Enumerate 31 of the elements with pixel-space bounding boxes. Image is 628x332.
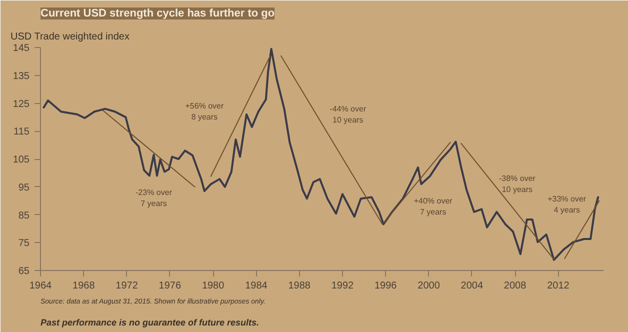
y-tick-label: 65 bbox=[18, 266, 30, 277]
annotation: -38% over 10 years bbox=[498, 174, 536, 194]
y-axis-title: USD Trade weighted index bbox=[10, 32, 130, 42]
x-tick-label: 1992 bbox=[331, 280, 354, 292]
y-tick-label: 125 bbox=[12, 98, 30, 110]
annotation: +56% over 8 years bbox=[185, 102, 224, 122]
x-tick-label: 1964 bbox=[29, 280, 52, 292]
x-tick-label: 1968 bbox=[72, 280, 96, 292]
y-tick-label: 105 bbox=[12, 154, 30, 166]
y-tick-label: 135 bbox=[12, 70, 30, 82]
y-tick-label: 95 bbox=[18, 182, 30, 194]
x-tick-label: 2012 bbox=[547, 280, 570, 292]
x-tick-label: 1996 bbox=[374, 280, 398, 292]
x-tick-label: 2000 bbox=[418, 280, 440, 292]
x-tick-label: 1976 bbox=[158, 280, 182, 292]
x-tick-label: 1984 bbox=[245, 280, 268, 292]
y-tick-label: 85 bbox=[18, 210, 30, 222]
chart-title: Current USD strength cycle has further to go bbox=[40, 8, 275, 20]
y-tick-label: 75 bbox=[18, 238, 30, 250]
x-tick-label: 2004 bbox=[460, 280, 484, 292]
annotation: +33% over 4 years bbox=[548, 194, 586, 214]
y-tick-label: 145 bbox=[12, 43, 30, 54]
y-tick-label: 115 bbox=[14, 126, 30, 138]
annotation: -23% over 7 years bbox=[136, 188, 172, 208]
x-tick-label: 1972 bbox=[116, 280, 138, 292]
x-tick-label: 1980 bbox=[202, 280, 225, 292]
annotation: +40% over 7 years bbox=[414, 196, 453, 216]
x-tick-label: 1988 bbox=[288, 280, 311, 292]
x-tick-label: 2008 bbox=[504, 280, 527, 292]
annotation: -44% over 10 years bbox=[330, 104, 366, 124]
text: Past performance is no guarantee of future results. bbox=[40, 318, 260, 328]
